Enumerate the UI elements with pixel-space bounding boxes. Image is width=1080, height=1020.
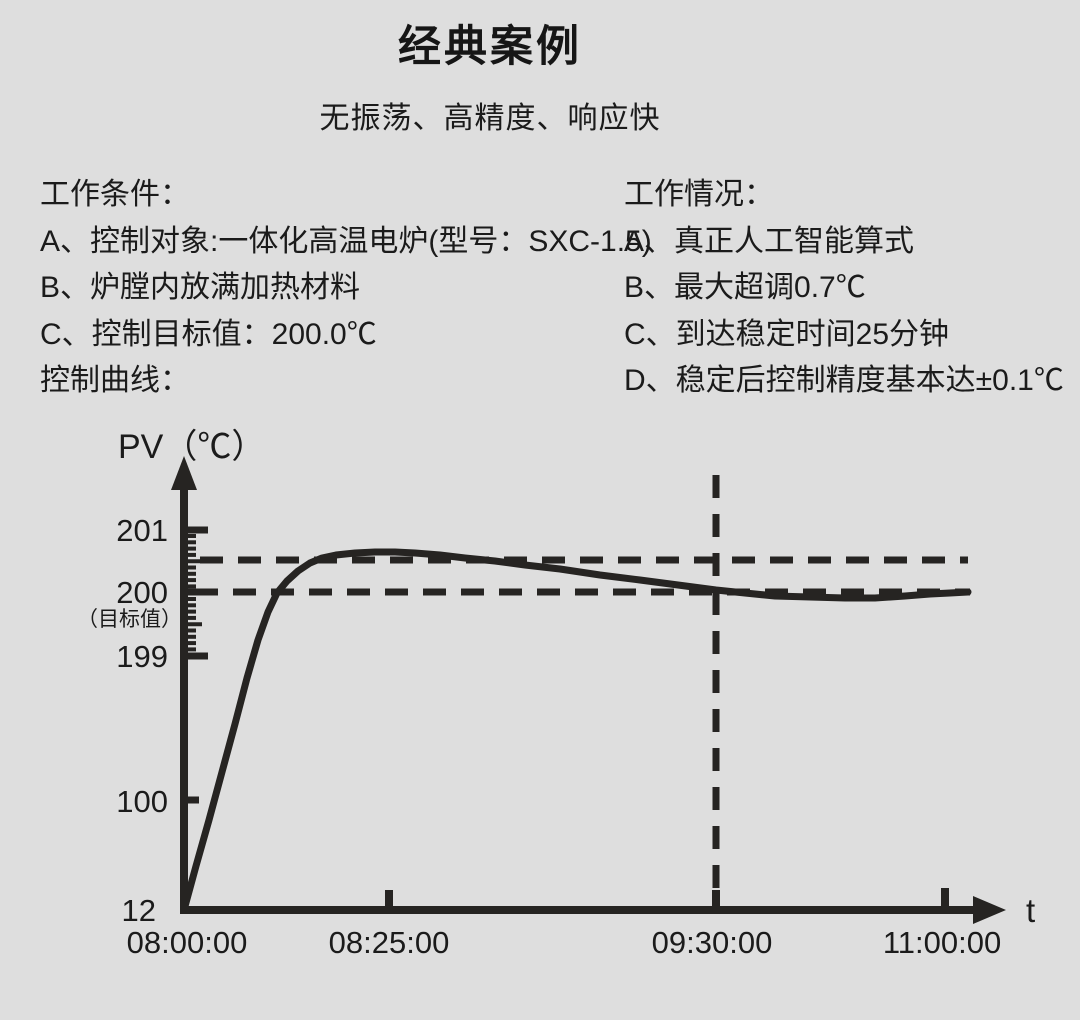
x-axis-label: t (1026, 892, 1035, 929)
condition-item-c: C、控制目标值：200.0℃ (40, 317, 377, 351)
x-label-082500: 08:25:00 (329, 925, 450, 960)
page-title: 经典案例 (398, 23, 582, 71)
result-item-a: A、真正人工智能算式 (624, 224, 915, 258)
y-label-100: 100 (116, 784, 168, 819)
pv-curve (180, 548, 972, 914)
y-label-199: 199 (116, 639, 168, 674)
y-axis-minor-ticks (184, 534, 202, 652)
result-item-b: B、最大超调0.7℃ (624, 271, 866, 305)
x-label-080000: 08:00:00 (127, 925, 248, 960)
y-axis-label: PV（℃） (118, 428, 265, 466)
x-axis-arrow-icon (973, 896, 1006, 924)
x-label-110000: 11:00:00 (883, 925, 1001, 960)
result-item-d: D、稳定后控制精度基本达±0.1℃ (624, 364, 1064, 398)
condition-item-a: A、控制对象:一体化高温电炉(型号：SXC-1.5) (40, 224, 652, 258)
condition-item-b: B、炉膛内放满加热材料 (40, 271, 361, 305)
result-item-c: C、到达稳定时间25分钟 (624, 317, 950, 351)
x-label-093000: 09:30:00 (652, 925, 773, 960)
working-conditions-block: 工作条件： A、控制对象:一体化高温电炉(型号：SXC-1.5) B、炉膛内放满… (40, 168, 652, 401)
target-value-label: （目标值） (77, 608, 182, 631)
y-axis-arrow-icon (171, 456, 197, 490)
y-label-12: 12 (122, 893, 156, 928)
working-results-block: 工作情况： A、真正人工智能算式 B、最大超调0.7℃ C、到达稳定时间25分钟… (624, 168, 1064, 401)
y-label-201: 201 (116, 513, 168, 548)
header: 经典案例 无振荡、高精度、响应快 (0, 24, 980, 137)
page-subtitle: 无振荡、高精度、响应快 (319, 102, 661, 135)
conditions-heading: 工作条件： (40, 178, 190, 212)
y-label-200: 200 (116, 575, 168, 610)
curve-caption: 控制曲线： (40, 364, 190, 398)
results-heading: 工作情况： (624, 178, 774, 212)
